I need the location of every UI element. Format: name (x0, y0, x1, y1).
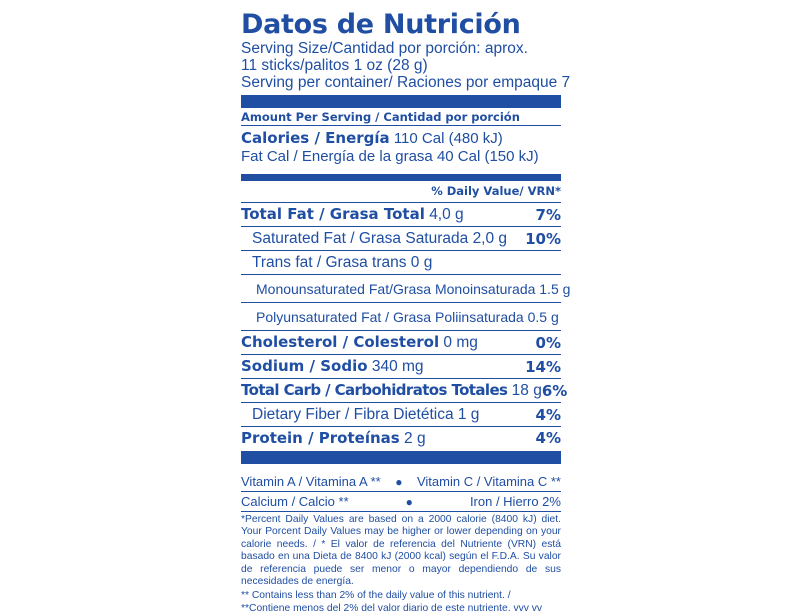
amount-per-serving-header: Amount Per Serving / Cantidad por porció… (241, 110, 520, 124)
vitamin-a: Vitamin A / Vitamina A ** (241, 474, 381, 489)
vitamins-row-2: Calcium / Calcio ** ● Iron / Hierro 2% (241, 492, 561, 511)
medium-divider (241, 174, 561, 181)
contains-less-note: ** Contains less than 2% of the daily va… (241, 590, 543, 614)
thin-divider (241, 511, 561, 512)
nutrient-row-total-fat: Total Fat / Grasa Total 4,0 g 7% (241, 203, 561, 227)
nutrient-percent: 14% (525, 357, 561, 376)
fat-calories-row: Fat Cal / Energía de la grasa 40 Cal (15… (241, 148, 539, 165)
thin-divider (241, 491, 561, 492)
nutrient-row-monounsaturated-fat: Monounsaturated Fat/Grasa Monoinsaturada… (241, 275, 570, 303)
bullet-separator: ● (395, 474, 403, 489)
nutrient-label: Total Fat / Grasa Total (241, 205, 425, 223)
nutrient-amount: 0 mg (443, 334, 478, 351)
nutrient-percent: 4% (535, 429, 561, 447)
calories-value: 110 Cal (480 kJ) (393, 130, 503, 147)
nutrient-label: Protein / Proteínas (241, 428, 400, 447)
nutrient-row-cholesterol: Cholesterol / Colesterol 0 mg 0% (241, 331, 561, 355)
nutrient-label: Trans fat / Grasa trans 0 g (252, 253, 433, 271)
nutrient-label: Polyunsaturated Fat / Grasa Poliinsatura… (256, 308, 559, 325)
thin-divider (241, 125, 561, 126)
nutrient-percent: 6% (541, 381, 568, 400)
nutrient-row-protein: Protein / Proteínas 2 g 4% (241, 427, 561, 449)
daily-value-header: % Daily Value/ VRN* (431, 184, 561, 198)
thin-divider (241, 202, 561, 203)
nutrient-percent: 10% (525, 229, 561, 248)
nutrient-label: Monounsaturated Fat/Grasa Monoinsaturada… (256, 280, 571, 297)
nutrient-row-total-carb: Total Carb / Carbohidratos Totales 18 g … (241, 379, 567, 403)
nutrient-label: Sodium / Sodio (241, 357, 368, 375)
nutrient-label: Total Carb / Carbohidratos Totales (241, 381, 508, 399)
nutrient-row-saturated-fat: Saturated Fat / Grasa Saturada 2,0 g 10% (241, 227, 561, 251)
thick-divider (241, 95, 561, 108)
nutrient-percent: 4% (535, 405, 561, 424)
nutrient-amount: 18 g (511, 382, 542, 399)
vitamins-row-1: Vitamin A / Vitamina A ** ● Vitamin C / … (241, 472, 561, 491)
calories-row: Calories / Energía 110 Cal (480 kJ) (241, 129, 561, 148)
nutrient-amount: 4,0 g (429, 206, 464, 223)
thick-divider (241, 451, 561, 464)
label-title: Datos de Nutrición (241, 9, 521, 40)
calories-label: Calories / Energía (241, 129, 390, 147)
vitamin-c: Vitamin C / Vitamina C ** (416, 474, 561, 489)
nutrient-row-dietary-fiber: Dietary Fiber / Fibra Dietética 1 g 4% (241, 403, 561, 427)
percent-daily-value-note: *Percent Daily Values are based on a 200… (241, 514, 561, 588)
nutrition-facts-panel: Datos de Nutrición Serving Size/Cantidad… (241, 9, 571, 615)
nutrient-label: Cholesterol / Colesterol (241, 333, 440, 351)
nutrient-amount: 2 g (404, 429, 426, 447)
nutrient-row-sodium: Sodium / Sodio 340 mg 14% (241, 355, 561, 379)
calcium: Calcium / Calcio ** (241, 494, 349, 509)
nutrient-label: Saturated Fat / Grasa Saturada 2,0 g (252, 229, 508, 247)
nutrient-percent: 7% (535, 205, 561, 224)
nutrient-percent: 0% (535, 333, 561, 352)
nutrient-row-polyunsaturated-fat: Polyunsaturated Fat / Grasa Poliinsatura… (241, 303, 561, 331)
nutrient-label: Dietary Fiber / Fibra Dietética 1 g (252, 405, 480, 423)
serving-size-line-1: Serving Size/Cantidad por porción: aprox… (241, 40, 528, 57)
nutrient-amount: 340 mg (371, 358, 424, 375)
servings-per-container: Serving per container/ Raciones por empa… (241, 74, 571, 91)
bullet-separator: ● (405, 494, 413, 509)
iron: Iron / Hierro 2% (469, 494, 561, 509)
serving-size-line-2: 11 sticks/palitos 1 oz (28 g) (241, 57, 428, 74)
nutrient-row-trans-fat: Trans fat / Grasa trans 0 g (241, 251, 561, 275)
